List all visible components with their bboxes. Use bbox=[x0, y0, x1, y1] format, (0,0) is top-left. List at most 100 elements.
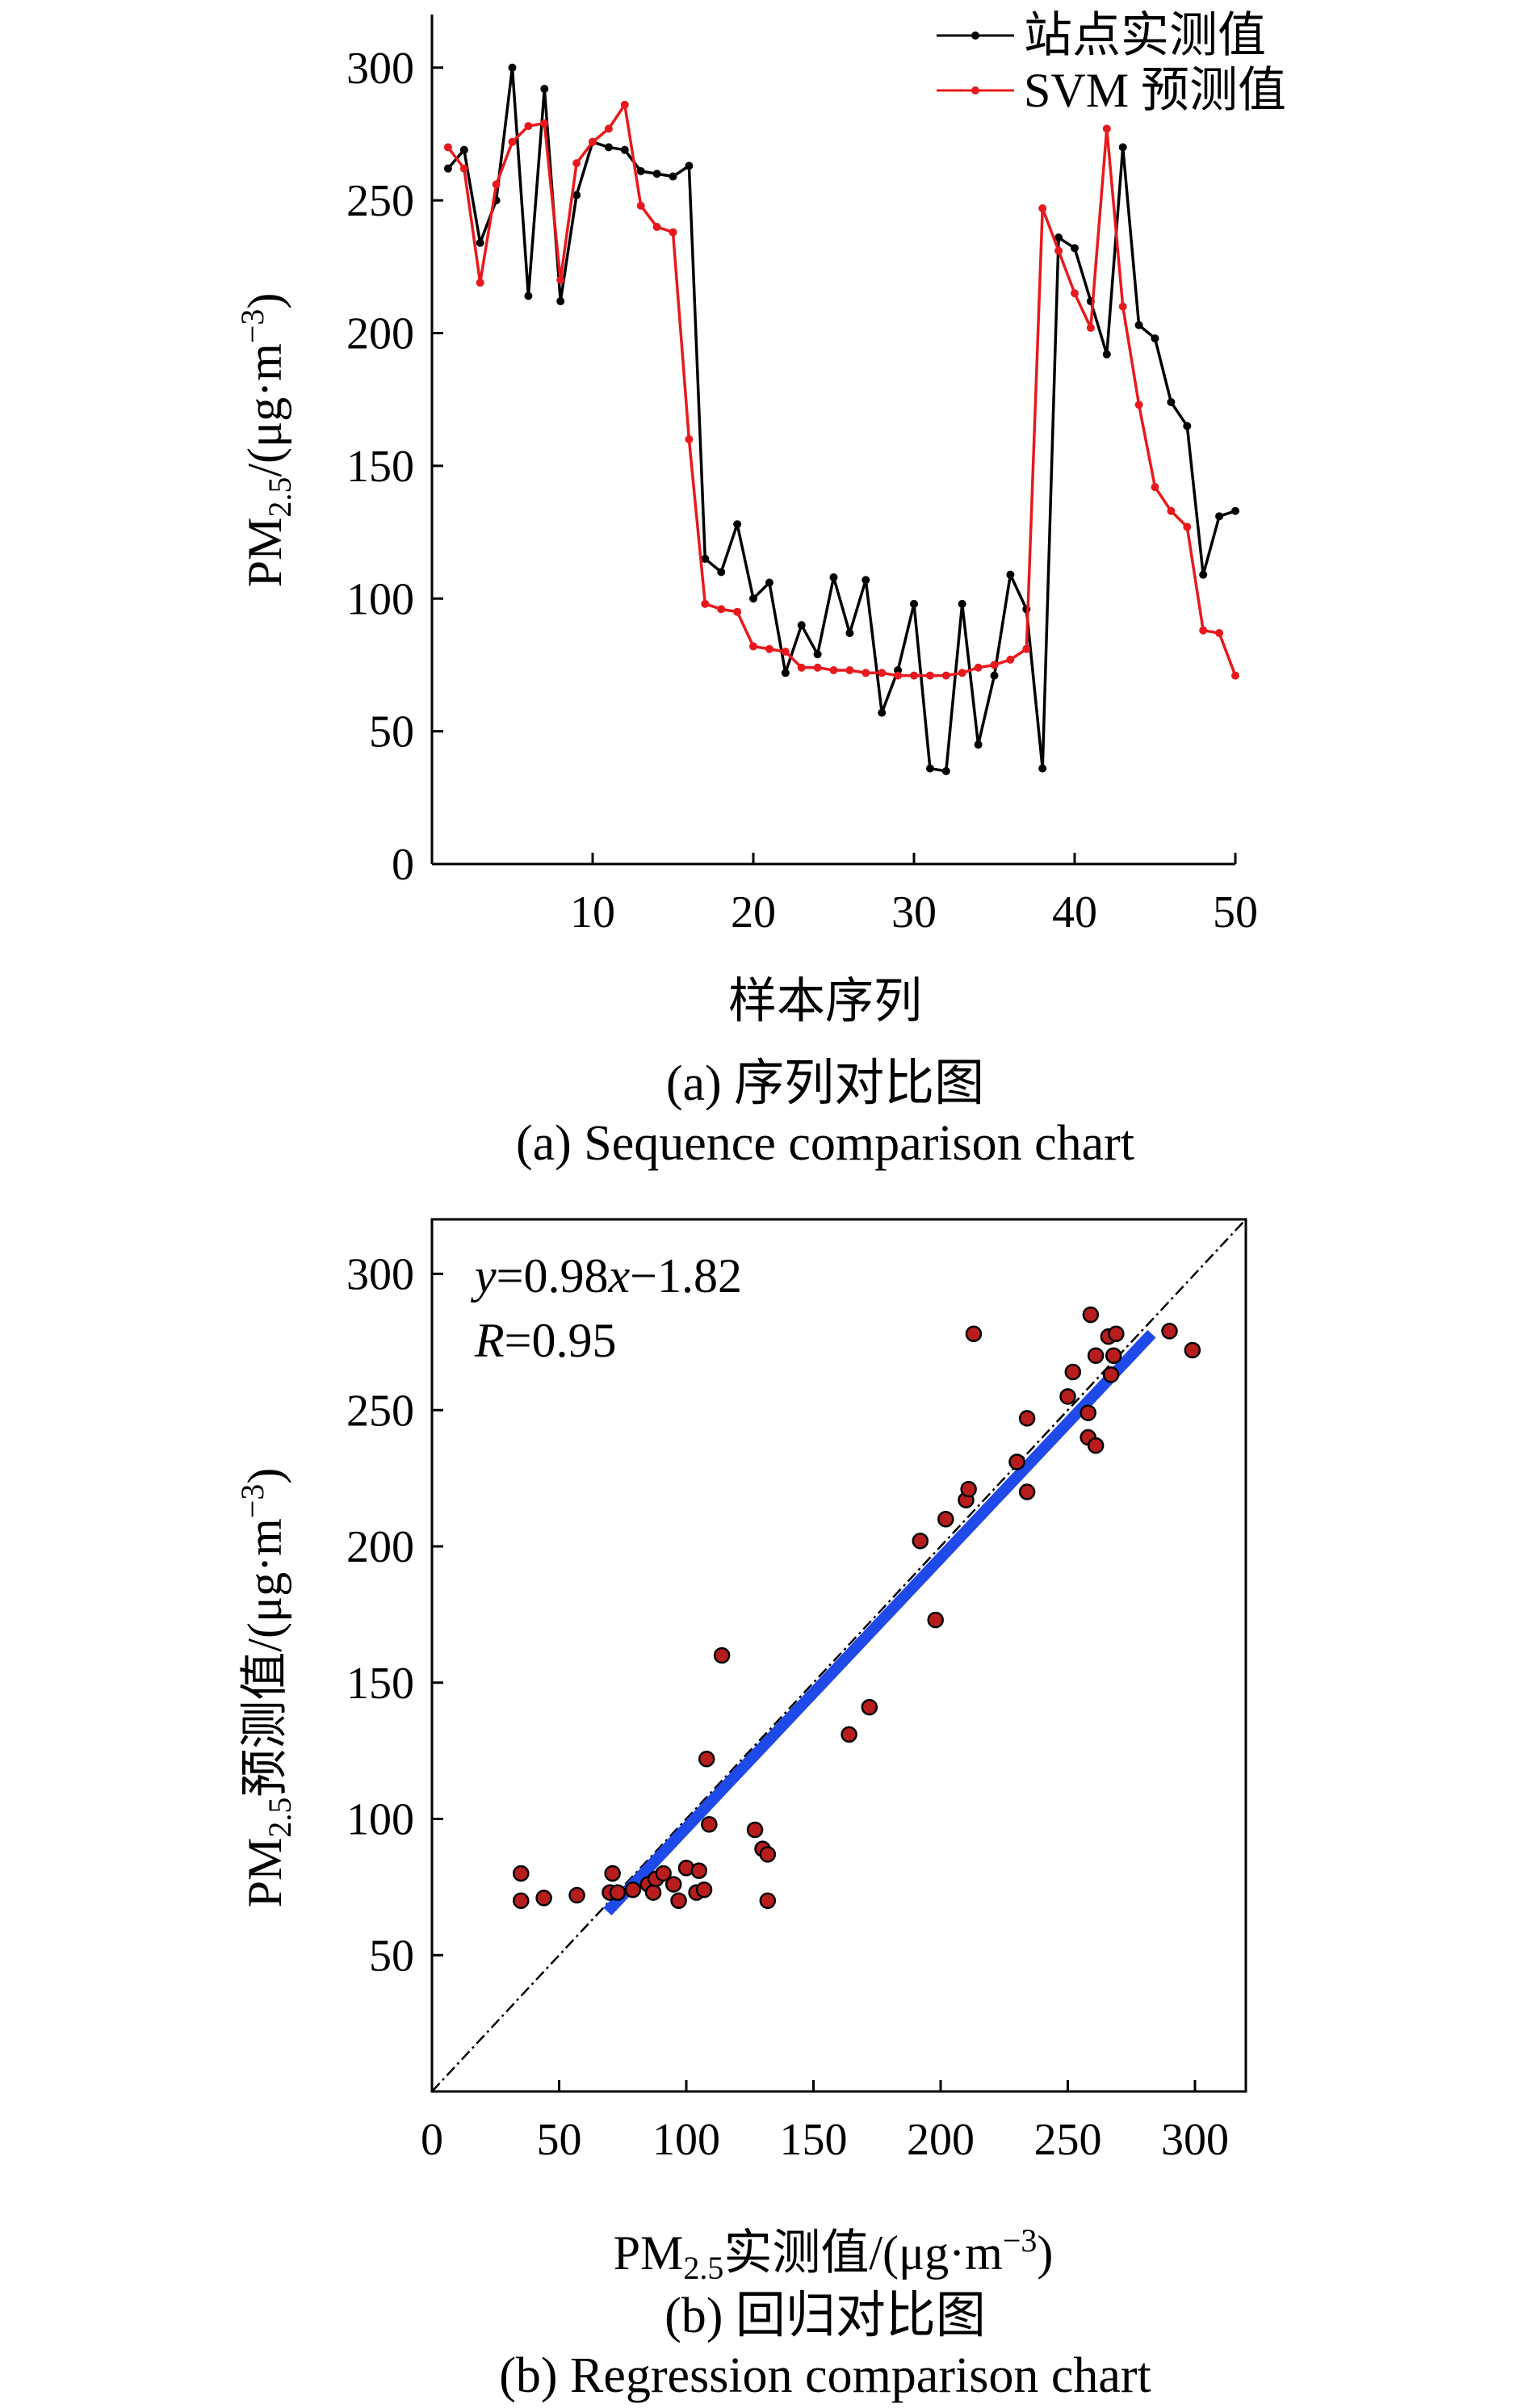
scatter-point bbox=[965, 1325, 983, 1342]
data-point bbox=[1183, 522, 1192, 531]
y-tick-label: 250 bbox=[346, 1386, 414, 1436]
data-point bbox=[620, 145, 629, 154]
chart-a-legend: 站点实测值 SVM 预测值 bbox=[937, 9, 1286, 117]
chart-b-x-axis-title: PM2.5实测值/(μg·m−3) bbox=[614, 2222, 1054, 2286]
legend-swatch-marker bbox=[971, 31, 979, 40]
data-point bbox=[636, 166, 645, 175]
data-point bbox=[572, 191, 581, 199]
data-point bbox=[829, 666, 838, 675]
x-tick-label: 10 bbox=[570, 887, 615, 938]
regression-equation: y=0.98x−1.82 bbox=[470, 1249, 742, 1303]
data-point bbox=[878, 708, 887, 717]
data-point bbox=[941, 766, 950, 775]
scatter-point bbox=[1102, 1366, 1120, 1383]
series-line bbox=[446, 103, 1237, 678]
data-point bbox=[589, 137, 597, 146]
x-tick-label: 20 bbox=[731, 887, 776, 938]
data-point bbox=[1006, 655, 1015, 664]
data-point bbox=[925, 764, 934, 773]
data-point bbox=[813, 650, 822, 659]
y-tick-label: 200 bbox=[346, 1522, 414, 1572]
legend-entry-svm: SVM 预测值 bbox=[1024, 64, 1286, 117]
x-tick-label: 40 bbox=[1052, 887, 1097, 938]
data-point bbox=[894, 671, 903, 680]
legend-entry-measured: 站点实测值 bbox=[1024, 9, 1266, 62]
data-point bbox=[652, 223, 661, 231]
chart-b-y-axis-title: PM2.5预测值/(μg·m−3) bbox=[234, 1468, 298, 1908]
y-tick-label: 150 bbox=[346, 1659, 414, 1709]
x-tick-label: 50 bbox=[537, 2115, 582, 2165]
data-point bbox=[1071, 244, 1079, 253]
x-tick-label: 0 bbox=[421, 2115, 443, 2165]
chart-a: 0 50 100 150 200 250 300 10 20 30 40 50 站点实测值 SVM 预… bbox=[234, 9, 1286, 1171]
data-point bbox=[1102, 124, 1111, 133]
x-tick-label: 150 bbox=[780, 2115, 848, 2165]
data-point bbox=[717, 568, 726, 577]
data-point bbox=[556, 297, 565, 306]
data-point bbox=[1071, 289, 1079, 298]
y-tick-label: 300 bbox=[346, 1250, 414, 1300]
data-point bbox=[1231, 506, 1239, 515]
scatter-point bbox=[1018, 1410, 1036, 1427]
data-point bbox=[1102, 350, 1111, 359]
scatter-point bbox=[1082, 1306, 1100, 1324]
data-point bbox=[1199, 626, 1208, 635]
y-tick-label: 100 bbox=[346, 574, 414, 624]
scatter-point bbox=[1087, 1347, 1105, 1364]
data-point bbox=[733, 607, 742, 616]
data-point bbox=[765, 644, 773, 653]
scatter-point bbox=[695, 1882, 713, 1898]
data-point bbox=[604, 124, 613, 133]
data-point bbox=[1183, 422, 1192, 430]
y-tick-label: 0 bbox=[392, 840, 414, 890]
scatter-point bbox=[1080, 1404, 1096, 1421]
data-point bbox=[443, 143, 452, 152]
scatter-point bbox=[670, 1892, 687, 1909]
series-measured bbox=[443, 63, 1239, 775]
data-point bbox=[508, 137, 517, 146]
correlation-coefficient: R=0.95 bbox=[474, 1314, 617, 1367]
scatter-point bbox=[937, 1511, 954, 1528]
data-point bbox=[476, 279, 484, 287]
series-svm-predicted bbox=[443, 100, 1239, 680]
scatter-point bbox=[624, 1882, 642, 1898]
data-point bbox=[910, 671, 918, 680]
scatter-point bbox=[1018, 1483, 1036, 1500]
scatter-point bbox=[1059, 1388, 1076, 1405]
data-point bbox=[492, 180, 501, 189]
data-point bbox=[443, 164, 452, 173]
scatter-point bbox=[1184, 1341, 1201, 1359]
scatter-point bbox=[609, 1884, 627, 1901]
data-point bbox=[459, 164, 468, 173]
y-tick-label: 150 bbox=[346, 442, 414, 492]
data-point bbox=[797, 663, 806, 672]
data-point bbox=[1231, 671, 1239, 680]
data-point bbox=[685, 435, 694, 443]
chart-b-axes bbox=[430, 1218, 1247, 2093]
data-point bbox=[572, 159, 581, 168]
data-point bbox=[1038, 203, 1047, 212]
x-tick-label: 30 bbox=[891, 887, 937, 938]
x-tick-label: 300 bbox=[1161, 2115, 1229, 2165]
data-point bbox=[910, 599, 918, 608]
data-point bbox=[813, 663, 822, 672]
scatter-point bbox=[604, 1865, 621, 1882]
chart-b-caption-cn: (b) 回归对比图 bbox=[664, 2288, 986, 2343]
scatter-point bbox=[746, 1821, 764, 1839]
data-point bbox=[1167, 506, 1176, 515]
scatter-point bbox=[1087, 1437, 1105, 1454]
data-point bbox=[1215, 628, 1224, 637]
scatter-point bbox=[690, 1862, 707, 1879]
data-point bbox=[524, 122, 533, 131]
data-point bbox=[974, 740, 983, 749]
data-point bbox=[845, 628, 854, 637]
scatter-point bbox=[759, 1892, 777, 1909]
data-point bbox=[1134, 401, 1143, 409]
scatter-point bbox=[960, 1480, 977, 1498]
data-point bbox=[974, 663, 983, 672]
data-point bbox=[765, 578, 773, 587]
data-point bbox=[620, 100, 629, 109]
data-point bbox=[636, 201, 645, 210]
data-point bbox=[652, 170, 661, 178]
